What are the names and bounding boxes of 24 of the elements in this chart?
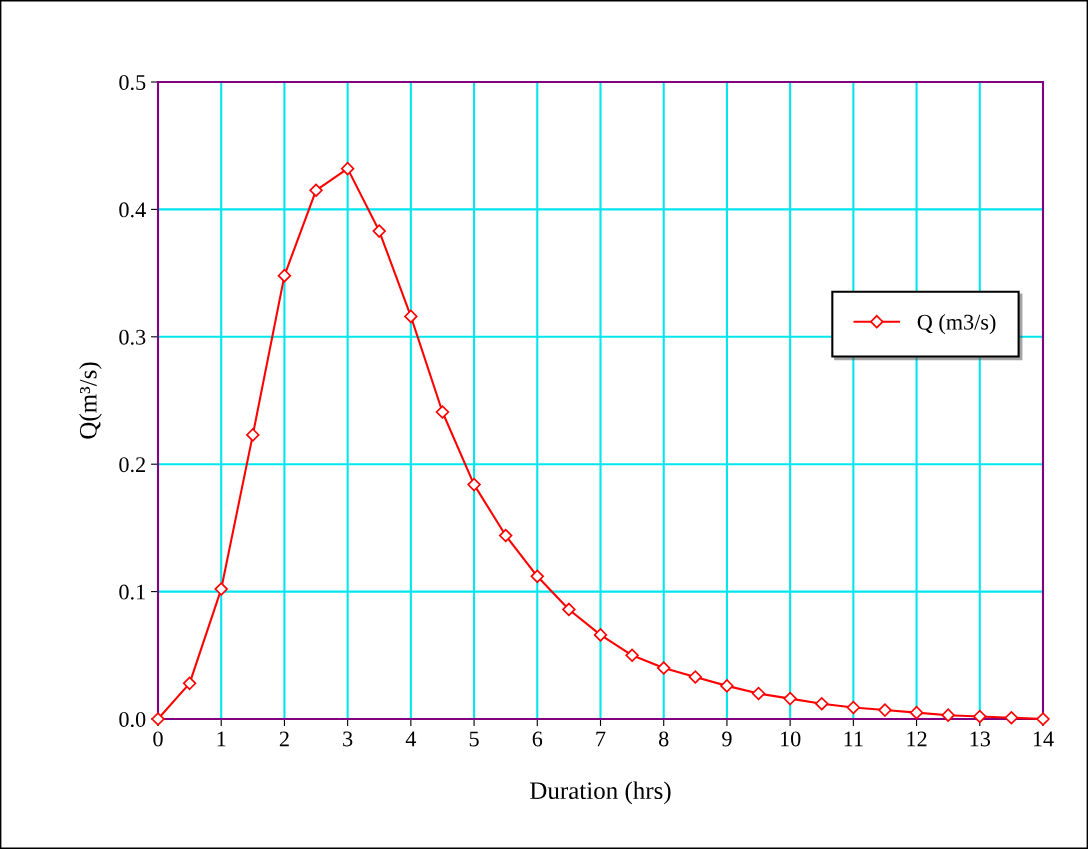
x-tick-label: 1 [217,731,226,747]
x-tick-label: 0 [153,731,163,747]
x-tick-label: 9 [722,731,732,747]
y-tick-label: 0.0 [119,711,146,728]
x-tick-label: 11 [844,731,863,747]
x-axis-title: Duration (hrs) [530,781,671,805]
x-tick-label: 5 [469,731,479,747]
x-tick-label: 10 [780,731,801,747]
x-tick-label: 8 [659,731,669,747]
x-tick-label: 12 [907,731,927,747]
y-tick-label: 0.3 [119,329,146,345]
legend-label: Q (m3/s) [917,314,996,335]
x-tick-label: 4 [405,731,417,747]
y-tick-label: 0.2 [119,457,145,473]
y-axis-title: Q(m³/s) [79,362,102,439]
y-tick-label: 0.5 [119,74,146,91]
x-tick-label: 6 [532,731,543,747]
y-tick-label: 0.1 [119,584,145,600]
x-tick-label: 3 [343,731,353,747]
x-tick-label: 13 [970,731,991,747]
x-tick-label: 2 [279,731,289,747]
x-tick-label: 14 [1033,731,1054,747]
y-tick-label: 0.4 [119,202,146,218]
x-tick-label: 7 [596,731,606,747]
